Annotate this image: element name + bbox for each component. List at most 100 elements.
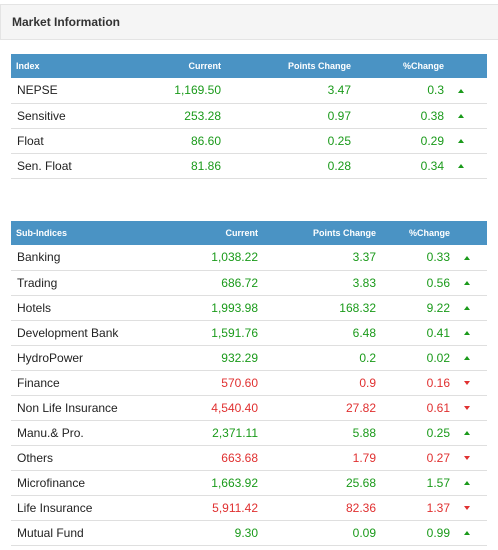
row-name: NEPSE <box>11 78 123 104</box>
row-points-change: 0.97 <box>227 103 357 129</box>
triangle-down-icon <box>464 406 470 411</box>
row-points-change: 27.82 <box>264 395 382 421</box>
row-trend <box>450 103 487 129</box>
row-current: 1,993.98 <box>171 295 264 321</box>
index-table: Index Current Points Change %Change NEPS… <box>11 54 487 179</box>
row-pct-change: 0.16 <box>382 370 456 396</box>
col-header-arrow <box>456 221 487 245</box>
col-header-sub-indices: Sub-Indices <box>11 221 171 245</box>
row-points-change: 1.79 <box>264 445 382 471</box>
row-name: HydroPower <box>11 345 171 371</box>
row-pct-change: 1.57 <box>382 470 456 496</box>
table-row: Hotels 1,993.98 168.32 9.22 <box>11 295 487 321</box>
row-points-change: 3.47 <box>227 78 357 104</box>
row-current: 1,591.76 <box>171 320 264 346</box>
row-current: 1,038.22 <box>171 245 264 271</box>
row-name: Mutual Fund <box>11 520 171 546</box>
row-current: 1,169.50 <box>123 78 227 104</box>
table-row: Life Insurance 5,911.42 82.36 1.37 <box>11 495 487 521</box>
table-row: Manu.& Pro. 2,371.11 5.88 0.25 <box>11 420 487 446</box>
table-row: Microfinance 1,663.92 25.68 1.57 <box>11 470 487 496</box>
row-current: 5,911.42 <box>171 495 264 521</box>
row-name: Life Insurance <box>11 495 171 521</box>
table-row: Trading 686.72 3.83 0.56 <box>11 270 487 296</box>
col-header-current: Current <box>123 54 227 78</box>
row-current: 9.30 <box>171 520 264 546</box>
table-row: Mutual Fund 9.30 0.09 0.99 <box>11 520 487 546</box>
row-name: Trading <box>11 270 171 296</box>
col-header-points-change: Points Change <box>264 221 382 245</box>
table-row: Finance 570.60 0.9 0.16 <box>11 370 487 396</box>
triangle-down-icon <box>464 456 470 461</box>
row-pct-change: 0.56 <box>382 270 456 296</box>
triangle-down-icon <box>464 506 470 511</box>
row-points-change: 0.25 <box>227 128 357 154</box>
row-name: Sensitive <box>11 103 123 129</box>
row-pct-change: 0.29 <box>357 128 450 154</box>
row-points-change: 82.36 <box>264 495 382 521</box>
row-trend <box>456 270 487 296</box>
row-trend <box>456 520 487 546</box>
row-trend <box>456 320 487 346</box>
row-current: 86.60 <box>123 128 227 154</box>
triangle-up-icon <box>458 164 464 169</box>
row-pct-change: 0.99 <box>382 520 456 546</box>
row-name: Manu.& Pro. <box>11 420 171 446</box>
row-trend <box>456 395 487 421</box>
row-current: 4,540.40 <box>171 395 264 421</box>
panel-title: Market Information <box>12 15 121 29</box>
row-current: 81.86 <box>123 153 227 179</box>
col-header-pct-change: %Change <box>382 221 456 245</box>
row-current: 2,371.11 <box>171 420 264 446</box>
row-pct-change: 0.38 <box>357 103 450 129</box>
row-trend <box>456 495 487 521</box>
row-pct-change: 0.41 <box>382 320 456 346</box>
col-header-current: Current <box>171 221 264 245</box>
row-name: Float <box>11 128 123 154</box>
row-pct-change: 0.34 <box>357 153 450 179</box>
row-name: Development Bank <box>11 320 171 346</box>
row-current: 1,663.92 <box>171 470 264 496</box>
row-name: Banking <box>11 245 171 271</box>
row-points-change: 3.37 <box>264 245 382 271</box>
row-trend <box>456 295 487 321</box>
table-row: Sensitive 253.28 0.97 0.38 <box>11 103 487 129</box>
row-pct-change: 9.22 <box>382 295 456 321</box>
row-name: Finance <box>11 370 171 396</box>
row-trend <box>456 445 487 471</box>
row-trend <box>456 370 487 396</box>
row-points-change: 0.2 <box>264 345 382 371</box>
table-row: Banking 1,038.22 3.37 0.33 <box>11 245 487 271</box>
table-row: NEPSE 1,169.50 3.47 0.3 <box>11 78 487 104</box>
row-trend <box>450 78 487 104</box>
row-trend <box>450 153 487 179</box>
table-row: HydroPower 932.29 0.2 0.02 <box>11 345 487 371</box>
row-trend <box>450 128 487 154</box>
row-points-change: 6.48 <box>264 320 382 346</box>
triangle-up-icon <box>458 114 464 119</box>
row-name: Sen. Float <box>11 153 123 179</box>
row-trend <box>456 245 487 271</box>
row-current: 663.68 <box>171 445 264 471</box>
row-current: 253.28 <box>123 103 227 129</box>
triangle-up-icon <box>464 256 470 261</box>
row-trend <box>456 345 487 371</box>
row-pct-change: 0.25 <box>382 420 456 446</box>
table-row: Float 86.60 0.25 0.29 <box>11 128 487 154</box>
row-name: Microfinance <box>11 470 171 496</box>
triangle-up-icon <box>458 89 464 94</box>
row-pct-change: 1.37 <box>382 495 456 521</box>
row-pct-change: 0.33 <box>382 245 456 271</box>
col-header-index: Index <box>11 54 123 78</box>
col-header-points-change: Points Change <box>227 54 357 78</box>
triangle-down-icon <box>464 381 470 386</box>
triangle-up-icon <box>464 306 470 311</box>
row-current: 570.60 <box>171 370 264 396</box>
row-points-change: 3.83 <box>264 270 382 296</box>
table-row: Others 663.68 1.79 0.27 <box>11 445 487 471</box>
row-name: Non Life Insurance <box>11 395 171 421</box>
row-points-change: 25.68 <box>264 470 382 496</box>
triangle-up-icon <box>464 356 470 361</box>
table-row: Non Life Insurance 4,540.40 27.82 0.61 <box>11 395 487 421</box>
